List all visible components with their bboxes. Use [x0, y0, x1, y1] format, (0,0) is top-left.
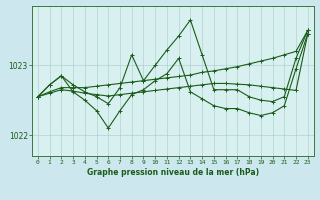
- X-axis label: Graphe pression niveau de la mer (hPa): Graphe pression niveau de la mer (hPa): [87, 168, 259, 177]
